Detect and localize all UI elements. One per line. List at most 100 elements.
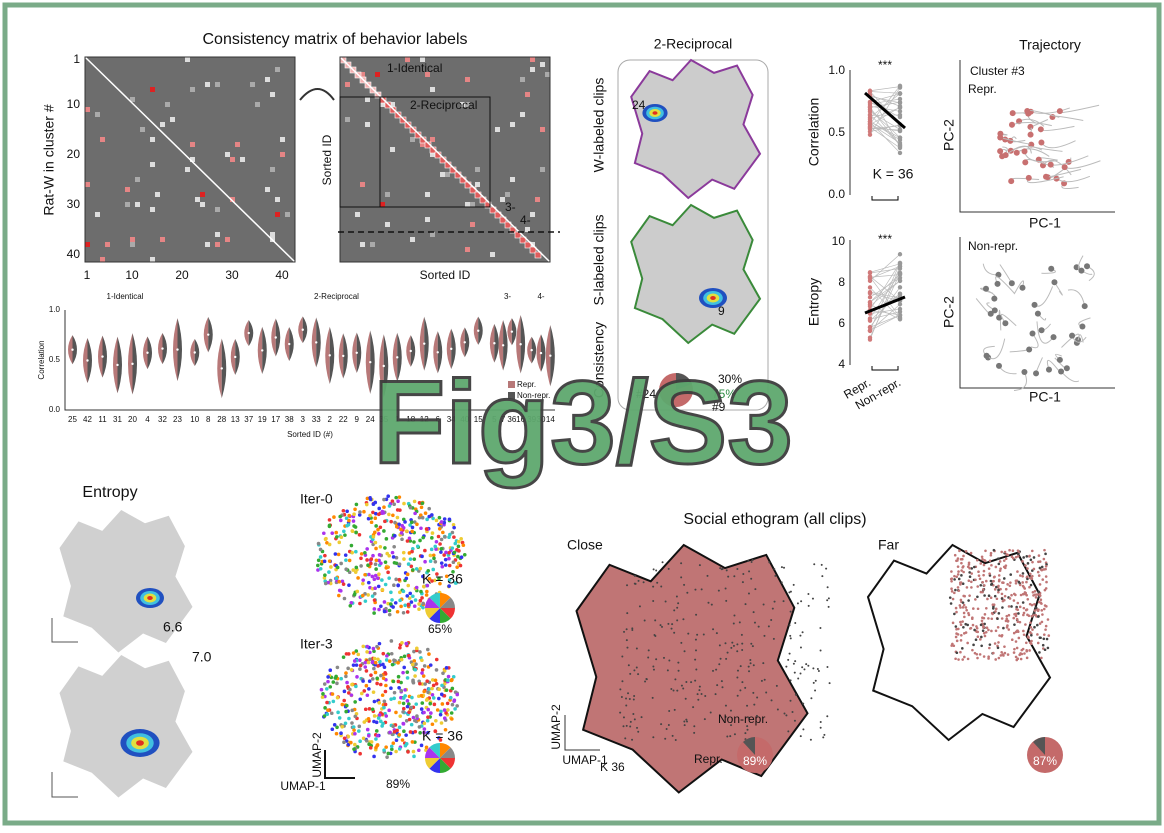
pt xyxy=(450,679,454,683)
pt xyxy=(982,588,985,591)
pt xyxy=(372,611,376,615)
pt xyxy=(795,694,797,696)
pt xyxy=(660,723,662,725)
pt xyxy=(1041,613,1044,616)
pt xyxy=(626,647,628,649)
pt xyxy=(358,752,362,756)
pt xyxy=(424,511,428,515)
pt xyxy=(420,707,424,711)
pt xyxy=(1043,558,1046,561)
pt xyxy=(377,532,381,536)
pt xyxy=(1001,606,1004,609)
pt xyxy=(983,564,986,567)
pt xyxy=(373,531,377,535)
pt xyxy=(979,653,982,656)
cell xyxy=(105,242,110,247)
pt xyxy=(1042,637,1045,640)
pt xyxy=(378,642,382,646)
pt xyxy=(1021,575,1024,578)
pt xyxy=(414,598,418,602)
pt xyxy=(344,675,348,679)
cell xyxy=(510,177,515,182)
pt xyxy=(868,115,872,119)
pt xyxy=(443,517,447,521)
pt xyxy=(1038,651,1041,654)
pt xyxy=(317,558,321,562)
pt xyxy=(397,686,401,690)
pt xyxy=(789,635,791,637)
pt xyxy=(963,604,966,607)
pt xyxy=(730,647,732,649)
pt xyxy=(629,698,631,700)
pt xyxy=(389,602,393,606)
pt xyxy=(411,663,415,667)
pt xyxy=(350,544,354,548)
pt xyxy=(389,520,393,524)
pt xyxy=(748,593,750,595)
pt xyxy=(377,507,381,511)
pt xyxy=(414,702,418,706)
pt xyxy=(345,681,349,685)
pt xyxy=(383,600,387,604)
pt xyxy=(388,659,392,663)
pt xyxy=(998,574,1001,577)
pt xyxy=(363,551,367,555)
pt xyxy=(721,686,723,688)
cell xyxy=(150,257,155,262)
pt xyxy=(372,690,376,694)
pt xyxy=(970,552,973,555)
pt xyxy=(420,506,424,510)
pt xyxy=(1023,652,1026,655)
median xyxy=(71,349,73,351)
cell xyxy=(495,127,500,132)
pt xyxy=(358,658,362,662)
pt xyxy=(437,535,441,539)
pt xyxy=(981,555,984,558)
pt xyxy=(373,516,377,520)
pt xyxy=(358,602,362,606)
pt xyxy=(344,710,348,714)
pt xyxy=(733,645,735,647)
cell xyxy=(520,112,525,117)
pt xyxy=(992,580,995,583)
pt xyxy=(668,724,670,726)
pt xyxy=(712,670,714,672)
y-tick-label: 30 xyxy=(67,197,81,211)
pt xyxy=(828,606,830,608)
pt xyxy=(1038,574,1041,577)
pt xyxy=(993,576,996,579)
pt xyxy=(350,693,354,697)
pt xyxy=(343,597,347,601)
pt xyxy=(1038,554,1041,557)
pt xyxy=(379,674,383,678)
pt xyxy=(807,665,809,667)
pt xyxy=(427,652,431,656)
pt xyxy=(382,511,386,515)
pt xyxy=(988,572,991,575)
pt xyxy=(623,631,625,633)
pt xyxy=(1079,323,1085,329)
pt xyxy=(410,696,414,700)
pt xyxy=(400,641,404,645)
pt xyxy=(415,586,419,590)
pt xyxy=(763,604,765,606)
median xyxy=(131,363,133,365)
pt xyxy=(983,594,986,597)
pt xyxy=(626,612,628,614)
median xyxy=(116,364,118,366)
pt xyxy=(354,570,358,574)
pt xyxy=(823,734,825,736)
pt xyxy=(626,725,628,727)
pt xyxy=(959,651,962,654)
pct: 89% xyxy=(386,777,410,791)
pt xyxy=(1009,585,1012,588)
x-tick-label: 28 xyxy=(217,415,226,424)
x-tick-label: 40 xyxy=(275,268,289,282)
pt xyxy=(868,318,872,322)
pt xyxy=(654,619,656,621)
pt xyxy=(781,581,783,583)
pt xyxy=(398,590,402,594)
pt xyxy=(440,561,444,565)
pt xyxy=(990,596,993,599)
pt xyxy=(1021,369,1027,375)
